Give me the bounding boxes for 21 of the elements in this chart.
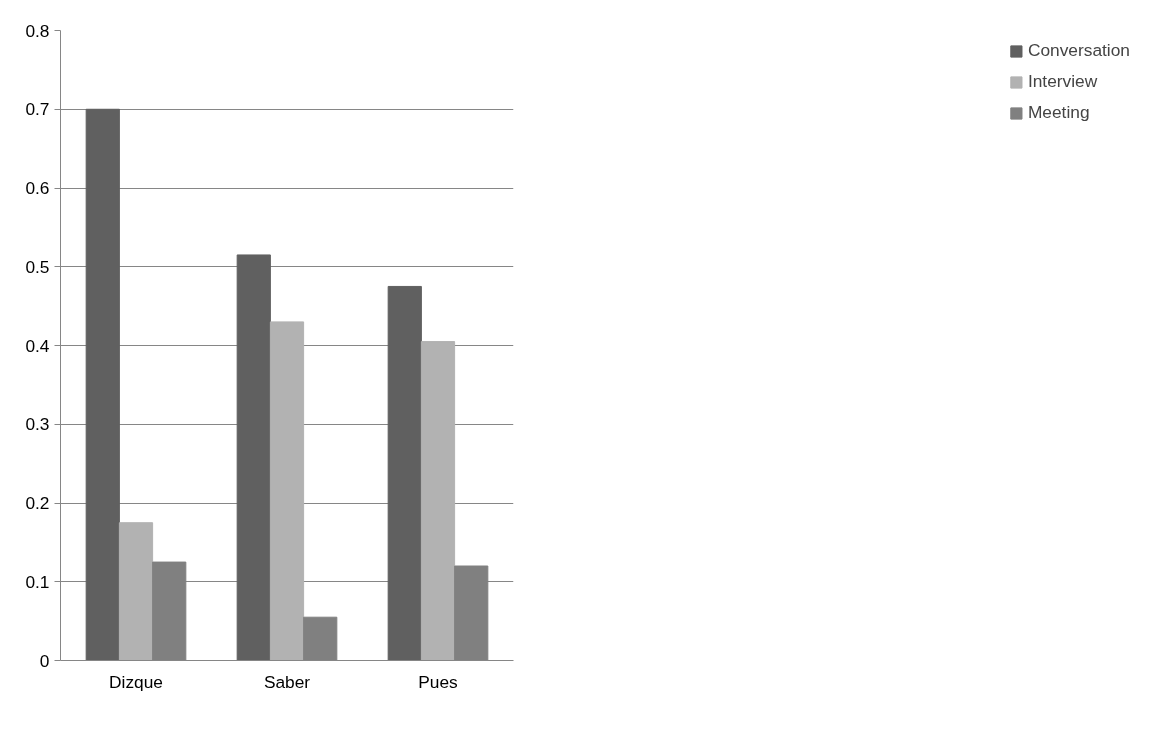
bar <box>118 522 154 661</box>
y-tick-label: 0.5 <box>25 256 50 277</box>
y-tick-label: 0.2 <box>25 493 50 513</box>
y-tick-label: 0.6 <box>25 178 50 198</box>
y-tick-label: 0.7 <box>25 99 50 120</box>
y-tick-label: 0.3 <box>25 414 50 435</box>
legend-label: Interview <box>1027 71 1098 92</box>
y-tick-label: 0.8 <box>25 20 50 41</box>
bar <box>269 321 305 661</box>
x-tick-label: Dizque <box>109 671 163 692</box>
legend-label: Meeting <box>1027 102 1090 123</box>
bar <box>85 108 120 661</box>
y-tick-label: 0 <box>39 650 50 671</box>
x-tick-label: Pues <box>418 671 459 692</box>
legend-label: Conversation <box>1027 40 1130 61</box>
y-tick-label: 0.4 <box>25 335 50 356</box>
bar <box>387 285 422 661</box>
x-tick-label: Saber <box>263 671 311 692</box>
bar <box>420 341 456 661</box>
bar <box>236 254 271 661</box>
y-tick-label: 0.1 <box>25 571 50 592</box>
